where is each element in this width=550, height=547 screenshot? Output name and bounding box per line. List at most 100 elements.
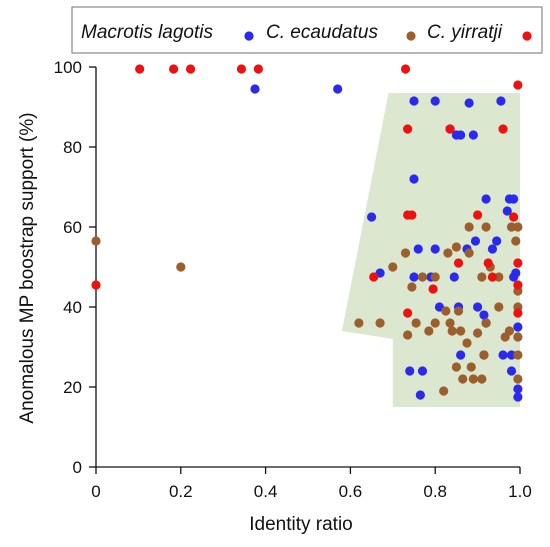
data-point-c-yirratji — [168, 64, 179, 74]
data-point-macrotis-lagotis — [492, 236, 502, 246]
data-point-c-yirratji — [400, 64, 411, 74]
data-point-c-ecaudatus — [456, 326, 466, 336]
data-point-macrotis-lagotis — [513, 322, 523, 332]
data-point-macrotis-lagotis — [473, 302, 483, 312]
data-point-c-ecaudatus — [451, 362, 461, 372]
data-point-c-ecaudatus — [494, 302, 504, 312]
series-macrotis-lagotis — [250, 84, 523, 402]
data-point-c-ecaudatus — [441, 306, 451, 316]
data-point-c-ecaudatus — [462, 338, 472, 348]
data-point-c-yirratji — [498, 124, 508, 134]
data-point-c-ecaudatus — [479, 350, 489, 360]
data-point-macrotis-lagotis — [498, 350, 508, 360]
data-point-macrotis-lagotis — [511, 268, 521, 278]
data-point-macrotis-lagotis — [417, 366, 428, 376]
data-point-macrotis-lagotis — [415, 390, 425, 400]
data-point-c-yirratji — [253, 64, 263, 74]
data-point-c-ecaudatus — [513, 374, 523, 384]
data-point-c-ecaudatus — [417, 272, 428, 282]
y-tick-label: 80 — [63, 138, 82, 157]
data-point-macrotis-lagotis — [409, 174, 419, 184]
y-tick-label: 20 — [63, 378, 82, 397]
data-point-macrotis-lagotis — [250, 84, 260, 94]
data-point-macrotis-lagotis — [468, 130, 478, 140]
data-point-macrotis-lagotis — [464, 98, 474, 108]
x-tick-label: 0.6 — [339, 482, 363, 501]
data-point-c-ecaudatus — [458, 374, 468, 384]
data-point-c-yirratji — [509, 212, 519, 222]
data-point-c-ecaudatus — [424, 326, 434, 336]
legend-label-c-ecaudatus: C. ecaudatus — [266, 22, 378, 43]
data-point-c-ecaudatus — [464, 222, 474, 232]
data-point-c-ecaudatus — [481, 222, 491, 232]
data-point-macrotis-lagotis — [405, 366, 415, 376]
data-point-c-yirratji — [369, 272, 379, 282]
data-point-macrotis-lagotis — [481, 194, 491, 204]
x-tick-label: 1.0 — [508, 482, 532, 501]
y-tick-group: 0 20 40 60 80 100 — [54, 58, 96, 477]
data-point-macrotis-lagotis — [430, 244, 440, 254]
x-axis-title: Identity ratio — [249, 514, 353, 535]
data-point-c-ecaudatus — [400, 248, 411, 258]
data-point-macrotis-lagotis — [513, 392, 523, 402]
legend-box — [71, 6, 543, 54]
legend: Macrotis lagotis C. ecaudatus C. yirratj… — [71, 6, 543, 54]
y-tick-label: 40 — [63, 298, 82, 317]
x-tick-label: 0.4 — [254, 482, 278, 501]
y-axis-title: Anomalous MP boostrap support (%) — [17, 112, 38, 423]
data-point-c-yirratji — [185, 64, 196, 74]
data-point-c-yirratji — [407, 210, 417, 220]
data-point-c-ecaudatus — [411, 318, 421, 328]
series-c-ecaudatus — [91, 222, 523, 396]
legend-marker-c-yirratji — [522, 31, 532, 41]
data-point-c-ecaudatus — [464, 248, 474, 258]
data-point-c-yirratji — [513, 308, 523, 318]
data-point-c-ecaudatus — [443, 248, 453, 258]
y-tick-label: 60 — [63, 218, 82, 237]
data-point-c-ecaudatus — [477, 272, 487, 282]
data-point-c-ecaudatus — [453, 306, 464, 316]
data-point-macrotis-lagotis — [409, 96, 419, 106]
data-point-c-ecaudatus — [407, 282, 417, 292]
data-point-c-ecaudatus — [513, 332, 523, 342]
legend-label-c-yirratji: C. yirratji — [427, 22, 503, 43]
data-point-c-yirratji — [453, 258, 464, 268]
data-point-c-yirratji — [445, 124, 455, 134]
data-point-macrotis-lagotis — [509, 194, 519, 204]
data-point-c-yirratji — [236, 64, 247, 74]
data-point-c-yirratji — [473, 210, 483, 220]
data-point-macrotis-lagotis — [456, 130, 466, 140]
data-point-c-ecaudatus — [511, 236, 521, 246]
data-point-c-yirratji — [483, 258, 493, 268]
data-point-c-ecaudatus — [513, 350, 523, 360]
data-point-c-ecaudatus — [506, 222, 517, 232]
data-point-c-ecaudatus — [494, 272, 504, 282]
data-point-macrotis-lagotis — [506, 366, 517, 376]
x-tick-label: 0.2 — [169, 482, 193, 501]
data-point-c-ecaudatus — [513, 222, 523, 232]
data-point-macrotis-lagotis — [496, 96, 506, 106]
data-point-c-yirratji — [487, 272, 498, 282]
data-point-macrotis-lagotis — [470, 236, 481, 246]
data-point-macrotis-lagotis — [367, 212, 377, 222]
data-point-c-yirratji — [91, 280, 101, 290]
data-point-macrotis-lagotis — [449, 272, 459, 282]
data-point-c-yirratji — [135, 64, 145, 74]
data-point-c-ecaudatus — [388, 262, 398, 272]
data-point-macrotis-lagotis — [506, 350, 517, 360]
x-tick-label: 0 — [91, 482, 100, 501]
data-point-c-ecaudatus — [430, 272, 440, 282]
data-point-macrotis-lagotis — [502, 206, 512, 216]
data-point-macrotis-lagotis — [479, 310, 489, 320]
data-point-macrotis-lagotis — [430, 96, 440, 106]
data-point-c-ecaudatus — [91, 236, 101, 246]
data-point-c-ecaudatus — [451, 242, 461, 252]
data-point-c-yirratji — [428, 284, 438, 294]
data-point-c-ecaudatus — [430, 318, 440, 328]
data-point-c-yirratji — [403, 308, 413, 318]
x-tick-label: 0.8 — [423, 482, 447, 501]
data-point-macrotis-lagotis — [456, 350, 466, 360]
legend-label-macrotis-lagotis: Macrotis lagotis — [81, 22, 213, 43]
series-c-yirratji — [91, 64, 523, 318]
